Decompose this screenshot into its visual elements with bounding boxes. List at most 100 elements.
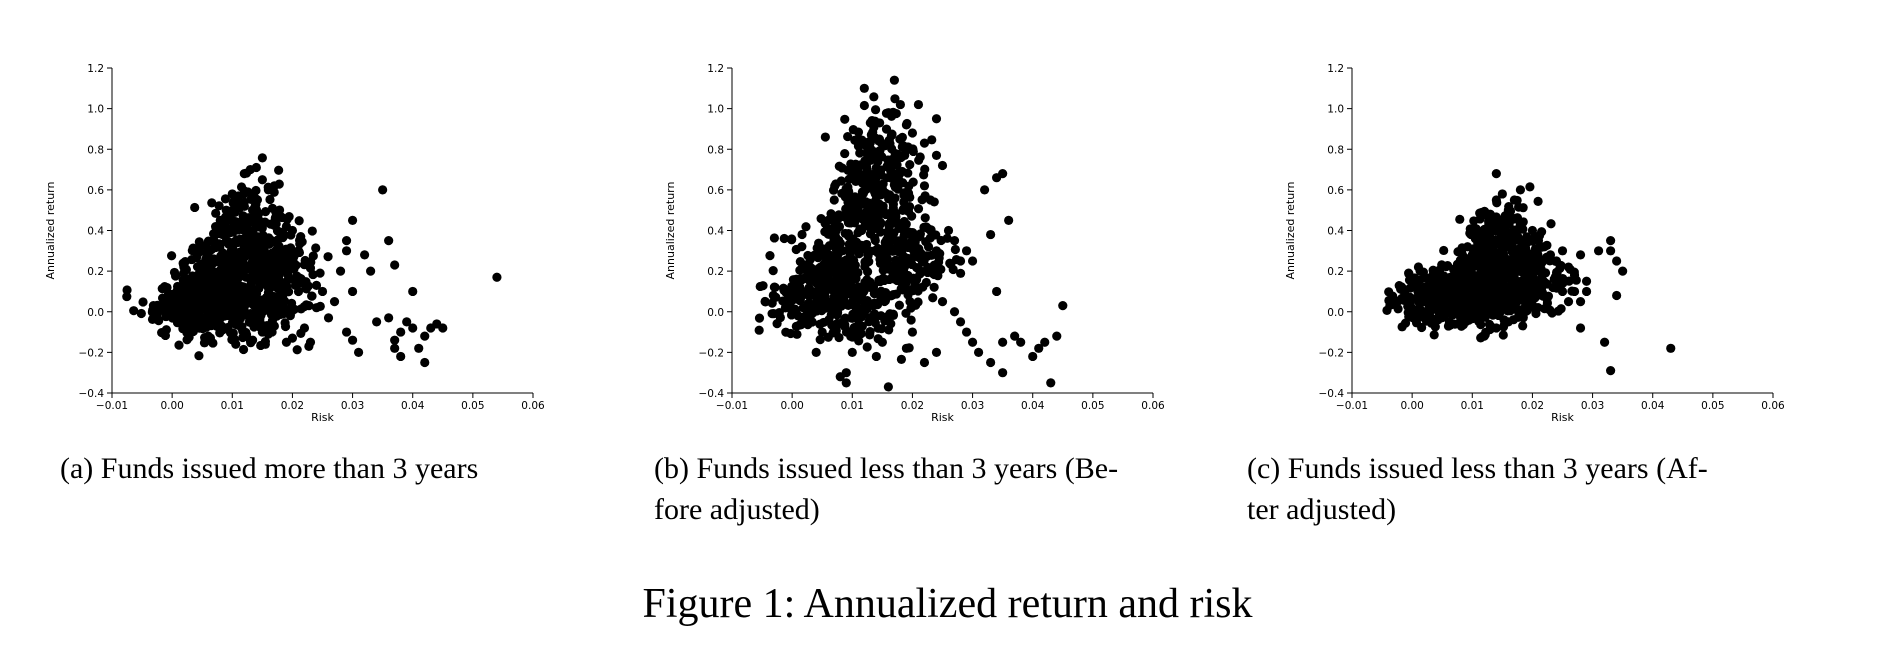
scatter-point (1666, 343, 1676, 353)
x-axis-label: Risk (1551, 411, 1574, 424)
scatter-point (1016, 337, 1026, 347)
scatter-point (1552, 268, 1562, 278)
scatter-point (201, 248, 212, 258)
axes-c: −0.01 0.00 0.01 0.02 0.03 0.04 0.05 0.06 −0.4 −0.… (1284, 63, 1785, 424)
scatter-point (224, 288, 234, 298)
scatter-point (341, 246, 352, 256)
scatter-point (1537, 288, 1548, 298)
scatter-point (396, 327, 406, 337)
scatter-point (1530, 250, 1540, 260)
y-tick-label: 0.8 (1327, 144, 1344, 156)
scatter-point (1384, 295, 1394, 306)
scatter-point (195, 240, 205, 251)
scatter-point (931, 150, 942, 160)
scatter-point (865, 330, 875, 340)
scatter-point (225, 328, 236, 338)
scatter-point (138, 297, 148, 307)
scatter-point (862, 138, 872, 148)
scatter-point (154, 316, 164, 326)
scatter-point (925, 233, 935, 243)
scatter-point (260, 207, 271, 217)
scatter-point (1503, 205, 1513, 215)
y-tick-label: 0.2 (707, 266, 724, 278)
scatter-point (1439, 245, 1449, 256)
panel-a: −0.01 0.00 0.01 0.02 0.03 0.04 0.05 0.06 −0.4 −0.… (30, 40, 590, 485)
scatter-point (901, 343, 912, 353)
scatter-point (904, 202, 915, 212)
scatter-plot-c: −0.01 0.00 0.01 0.02 0.03 0.04 0.05 0.06 −0.4 −0.… (1284, 63, 1785, 424)
scatter-point (236, 182, 247, 192)
scatter-point (207, 198, 217, 208)
scatter-point (353, 347, 364, 357)
scatter-point (311, 243, 321, 253)
scatter-point (912, 262, 922, 273)
scatter-point (876, 294, 886, 304)
scatter-point (1486, 248, 1496, 258)
scatter-point (853, 127, 864, 137)
scatter-point (898, 140, 908, 151)
scatter-point (250, 275, 260, 285)
scatter-point (1497, 189, 1507, 199)
scatter-point (1563, 296, 1574, 307)
scatter-point (925, 225, 936, 236)
y-tick-label: 1.2 (87, 63, 104, 75)
scatter-point (347, 215, 358, 225)
scatter-point (366, 266, 376, 276)
scatter-point (1046, 378, 1056, 388)
x-tick-label: 0.05 (1081, 400, 1104, 412)
scatter-point (906, 237, 916, 248)
scatter-point (1407, 274, 1417, 284)
marks-c (1382, 169, 1676, 376)
scatter-point (1469, 216, 1479, 226)
scatter-point (492, 272, 502, 282)
scatter-point (848, 326, 859, 336)
scatter-point (832, 319, 842, 329)
scatter-point (304, 300, 314, 311)
y-axis-label: Annualized return (1284, 182, 1297, 280)
scatter-point (1461, 256, 1471, 266)
scatter-point (871, 163, 881, 173)
scatter-point (1521, 245, 1531, 255)
scatter-point (234, 221, 245, 231)
scatter-point (871, 178, 881, 188)
scatter-point (992, 286, 1002, 297)
scatter-point (754, 325, 764, 335)
scatter-point (893, 184, 903, 194)
scatter-point (768, 266, 778, 276)
scatter-point (299, 323, 310, 333)
scatter-point (858, 170, 868, 180)
scatter-point (913, 99, 924, 110)
scatter-point (1612, 290, 1622, 301)
scatter-point (769, 282, 779, 292)
scatter-point (831, 292, 841, 303)
scatter-point (765, 251, 775, 261)
scatter-point (1480, 298, 1490, 308)
x-axis-label: Risk (311, 411, 334, 424)
scatter-point (1491, 169, 1501, 179)
scatter-point (902, 285, 912, 295)
scatter-point (1606, 236, 1616, 246)
scatter-point (245, 335, 255, 345)
scatter-point (986, 229, 996, 240)
scatter-point (889, 158, 900, 168)
scatter-point (254, 283, 264, 294)
scatter-point (257, 327, 267, 337)
scatter-point (1479, 236, 1489, 246)
scatter-point (231, 258, 242, 268)
scatter-point (781, 286, 791, 296)
x-tick-label: 0.02 (1521, 400, 1544, 412)
scatter-point (270, 237, 280, 247)
marks-b (754, 75, 1068, 392)
scatter-point (194, 351, 204, 361)
scatter-point (247, 192, 257, 202)
scatter-point (823, 215, 833, 225)
panel-c: −0.01 0.00 0.01 0.02 0.03 0.04 0.05 0.06 −0.4 −0.… (1247, 40, 1830, 526)
scatter-point (231, 304, 241, 314)
scatter-point (173, 307, 183, 317)
scatter-point (347, 335, 358, 345)
scatter-point (1546, 219, 1556, 229)
scatter-point (136, 308, 146, 319)
scatter-point (843, 182, 853, 192)
scatter-point (803, 320, 813, 330)
scatter-point (233, 191, 243, 201)
